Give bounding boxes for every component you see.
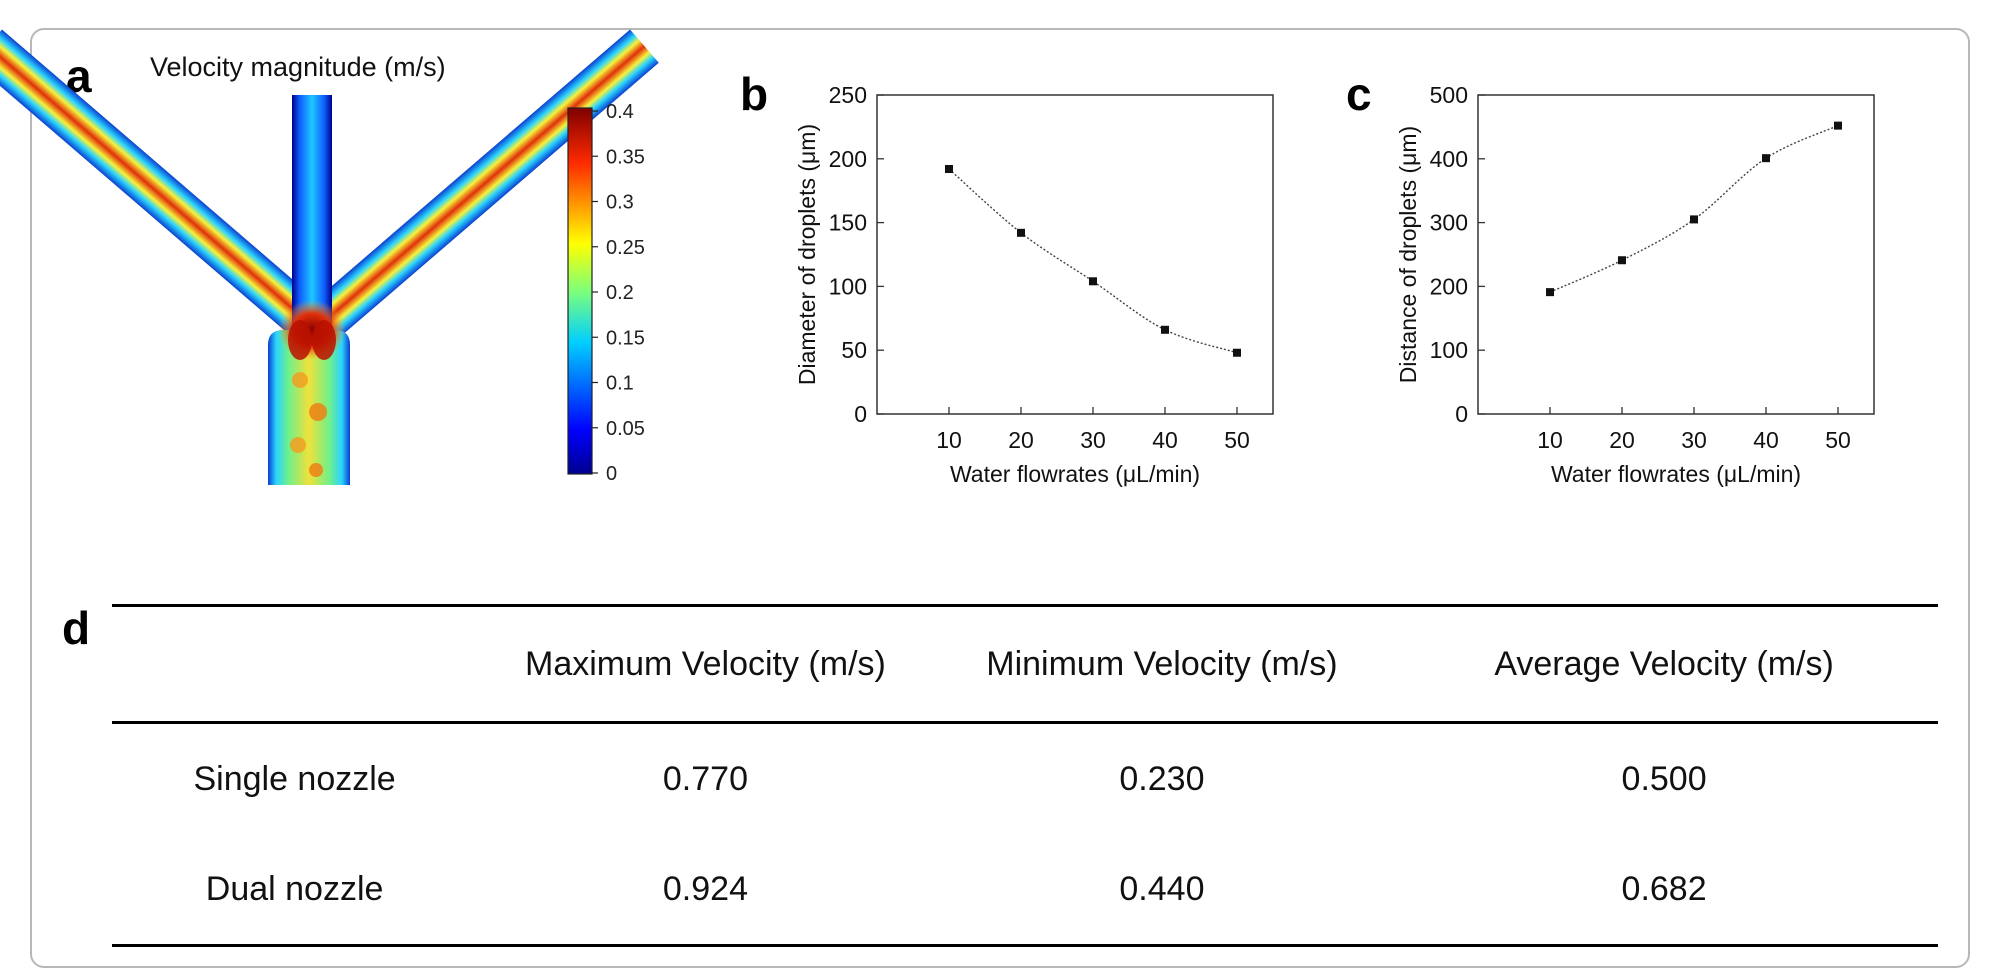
colorbar-tick-label: 0.1 [606, 373, 634, 395]
y-tick-label: 50 [841, 337, 867, 363]
x-tick-label: 10 [1537, 427, 1563, 453]
colorbar-tick-label: 0.35 [606, 146, 645, 168]
panel-label-b: b [740, 68, 768, 120]
table-cell: Single nozzle [193, 759, 396, 798]
data-point [1762, 154, 1770, 163]
colorbar-tick-label: 0.05 [606, 418, 645, 440]
velocity-field-image [0, 29, 659, 485]
figure-canvas: a Velocity magnitude (m/s) [0, 29, 1875, 487]
table-cell: Dual nozzle [205, 869, 384, 908]
colorbar-tick-label: 0.3 [606, 192, 634, 214]
colorbar-tick-label: 0.4 [606, 101, 634, 123]
y-axis-title: Diameter of droplets (μm) [794, 124, 820, 385]
data-point [1618, 256, 1626, 265]
table-header-row: Maximum Velocity (m/s) Minimum Velocity … [112, 605, 1938, 723]
data-point [1089, 277, 1097, 286]
table-header-cell [112, 606, 477, 723]
table-cell: 0.770 [662, 759, 748, 798]
data-point [1546, 288, 1554, 297]
colorbar [567, 107, 593, 475]
panel-c: c 0 100 200 300 400 500 10 20 30 40 50 Water flowra… [1346, 68, 1875, 487]
colorbar-ticks: 0.4 0.35 0.3 0.25 0.2 0.15 0.1 0.05 0 [592, 101, 645, 485]
x-tick-label: 20 [1008, 427, 1034, 453]
colorbar-tick-label: 0.2 [606, 282, 634, 304]
simulation-title: Velocity magnitude (m/s) [150, 52, 446, 82]
panel-b: b 0 50 100 150 200 250 10 20 30 40 50 Water flowrat… [740, 68, 1274, 487]
y-tick-label: 400 [1430, 146, 1468, 172]
data-point [1161, 325, 1169, 334]
x-tick-label: 50 [1224, 427, 1250, 453]
y-tick-label: 500 [1430, 82, 1468, 108]
y-tick-label: 100 [829, 273, 867, 299]
table-header-cell: Average Velocity (m/s) [1494, 644, 1834, 683]
table-cell: 0.500 [1621, 759, 1707, 798]
y-tick-label: 100 [1430, 337, 1468, 363]
y-tick-label: 0 [854, 401, 867, 427]
colorbar-tick-label: 0.15 [606, 327, 645, 349]
chart-c: 0 100 200 300 400 500 10 20 30 40 50 Water flowrate… [1395, 82, 1851, 487]
y-tick-label: 200 [1430, 273, 1468, 299]
x-axis-title: Water flowrates (μL/min) [1551, 461, 1801, 487]
panel-label-d-text: d [62, 602, 90, 654]
data-point [1017, 228, 1025, 237]
table-header-cell: Maximum Velocity (m/s) [525, 644, 886, 683]
series-line [948, 168, 1238, 354]
series-line [1549, 124, 1839, 293]
y-tick-label: 250 [829, 82, 867, 108]
table-row: Single nozzle 0.770 0.230 0.500 [112, 723, 1938, 835]
table-cell: 0.230 [1119, 759, 1205, 798]
colorbar-tick-label: 0.25 [606, 237, 645, 259]
y-tick-label: 200 [829, 146, 867, 172]
x-tick-label: 40 [1152, 427, 1178, 453]
table-cell: 0.924 [662, 869, 748, 908]
x-tick-label: 30 [1080, 427, 1106, 453]
x-tick-label: 50 [1825, 427, 1851, 453]
x-tick-label: 30 [1681, 427, 1707, 453]
table-cell: 0.440 [1119, 869, 1205, 908]
data-point [1834, 121, 1842, 130]
x-axis-title: Water flowrates (μL/min) [950, 461, 1200, 487]
colorbar-tick-label: 0 [606, 463, 617, 485]
table-cell: 0.682 [1621, 869, 1707, 908]
y-tick-label: 150 [829, 210, 867, 236]
chart-c-plot-area [1477, 94, 1875, 415]
chart-b: 0 50 100 150 200 250 10 20 30 40 50 Water flowrates… [794, 82, 1250, 487]
x-tick-label: 20 [1609, 427, 1635, 453]
x-tick-label: 10 [936, 427, 962, 453]
panel-a: a Velocity magnitude (m/s) [0, 29, 659, 485]
y-axis-title: Distance of droplets (μm) [1395, 126, 1421, 383]
y-tick-label: 300 [1430, 210, 1468, 236]
data-point [1690, 215, 1698, 224]
velocity-table: Maximum Velocity (m/s) Minimum Velocity … [112, 604, 1938, 947]
data-point [1233, 348, 1241, 357]
x-tick-label: 40 [1753, 427, 1779, 453]
panel-label-c: c [1346, 68, 1372, 120]
table-header-cell: Minimum Velocity (m/s) [986, 644, 1338, 683]
y-tick-label: 0 [1455, 401, 1468, 427]
table-row: Dual nozzle 0.924 0.440 0.682 [112, 834, 1938, 946]
chart-b-plot-area [876, 94, 1274, 415]
panel-d-label-layer: d [62, 602, 90, 654]
data-point [945, 165, 953, 174]
